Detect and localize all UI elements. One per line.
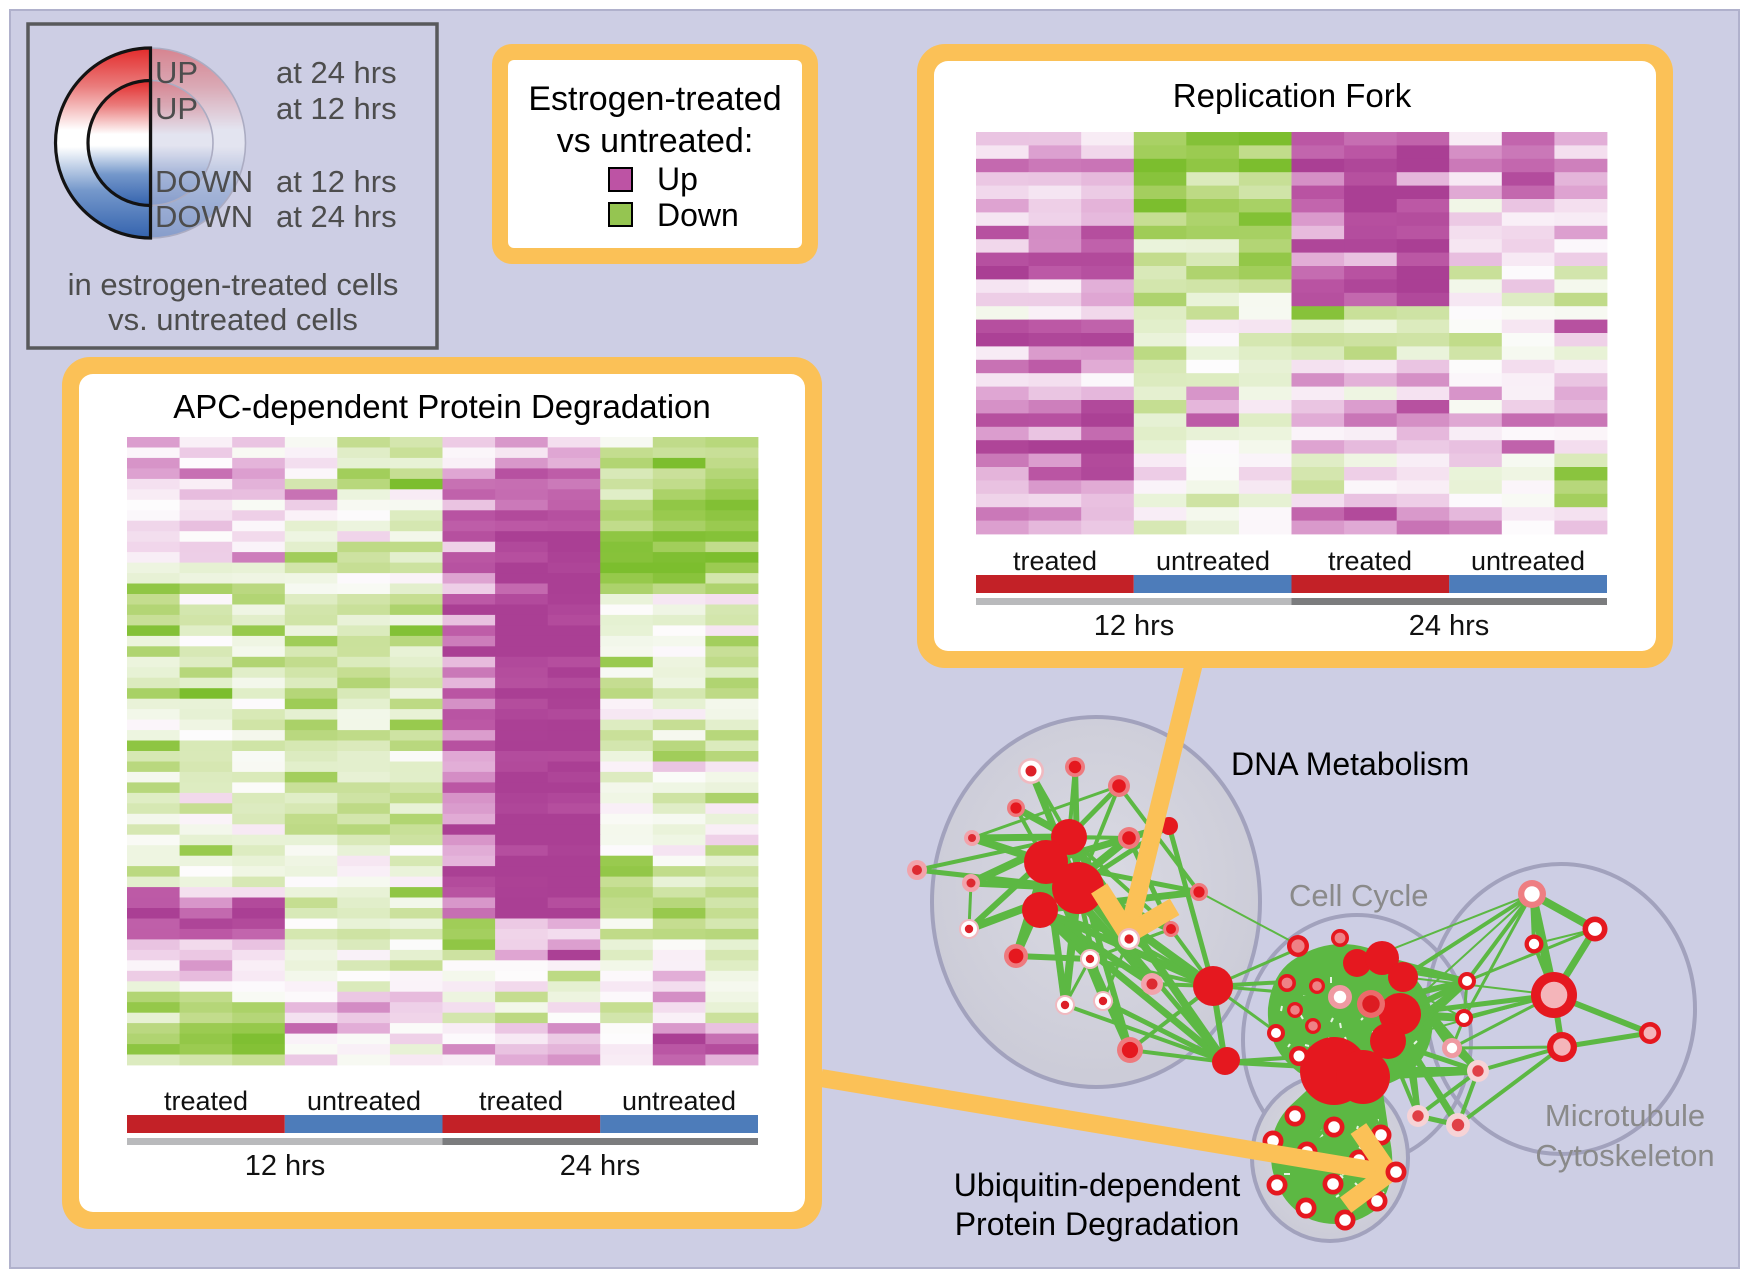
svg-text:Ubiquitin-dependent: Ubiquitin-dependent — [954, 1167, 1241, 1203]
svg-text:vs untreated:: vs untreated: — [557, 122, 754, 160]
svg-text:in estrogen-treated cells: in estrogen-treated cells — [68, 267, 399, 302]
svg-text:12 hrs: 12 hrs — [245, 1150, 326, 1182]
svg-text:untreated: untreated — [307, 1086, 421, 1116]
svg-text:24 hrs: 24 hrs — [1409, 610, 1490, 642]
svg-text:12 hrs: 12 hrs — [1094, 610, 1175, 642]
svg-text:Cytoskeleton: Cytoskeleton — [1535, 1138, 1714, 1173]
svg-text:Protein Degradation: Protein Degradation — [955, 1206, 1240, 1242]
svg-text:untreated: untreated — [1156, 546, 1270, 576]
svg-text:APC-dependent Protein Degradat: APC-dependent Protein Degradation — [173, 388, 711, 425]
svg-text:Microtubule: Microtubule — [1545, 1098, 1705, 1133]
svg-text:DOWN: DOWN — [155, 199, 253, 234]
svg-text:at 12 hrs: at 12 hrs — [276, 164, 397, 199]
svg-text:treated: treated — [1013, 546, 1097, 576]
svg-text:Estrogen-treated: Estrogen-treated — [528, 80, 781, 118]
svg-text:treated: treated — [1328, 546, 1412, 576]
svg-text:at 24 hrs: at 24 hrs — [276, 199, 397, 234]
svg-text:24 hrs: 24 hrs — [560, 1150, 641, 1182]
svg-text:UP: UP — [155, 91, 198, 126]
svg-text:untreated: untreated — [1471, 546, 1585, 576]
svg-text:at 12 hrs: at 12 hrs — [276, 91, 397, 126]
svg-text:Cell Cycle: Cell Cycle — [1289, 878, 1429, 913]
svg-text:at 24 hrs: at 24 hrs — [276, 55, 397, 90]
svg-text:Up: Up — [657, 161, 698, 197]
svg-text:DNA Metabolism: DNA Metabolism — [1231, 746, 1469, 782]
svg-text:DOWN: DOWN — [155, 164, 253, 199]
svg-text:treated: treated — [164, 1086, 248, 1116]
svg-text:Replication Fork: Replication Fork — [1173, 77, 1412, 114]
svg-text:UP: UP — [155, 55, 198, 90]
svg-text:vs. untreated cells: vs. untreated cells — [108, 302, 358, 337]
svg-text:untreated: untreated — [622, 1086, 736, 1116]
svg-text:Down: Down — [657, 197, 739, 233]
svg-text:treated: treated — [479, 1086, 563, 1116]
